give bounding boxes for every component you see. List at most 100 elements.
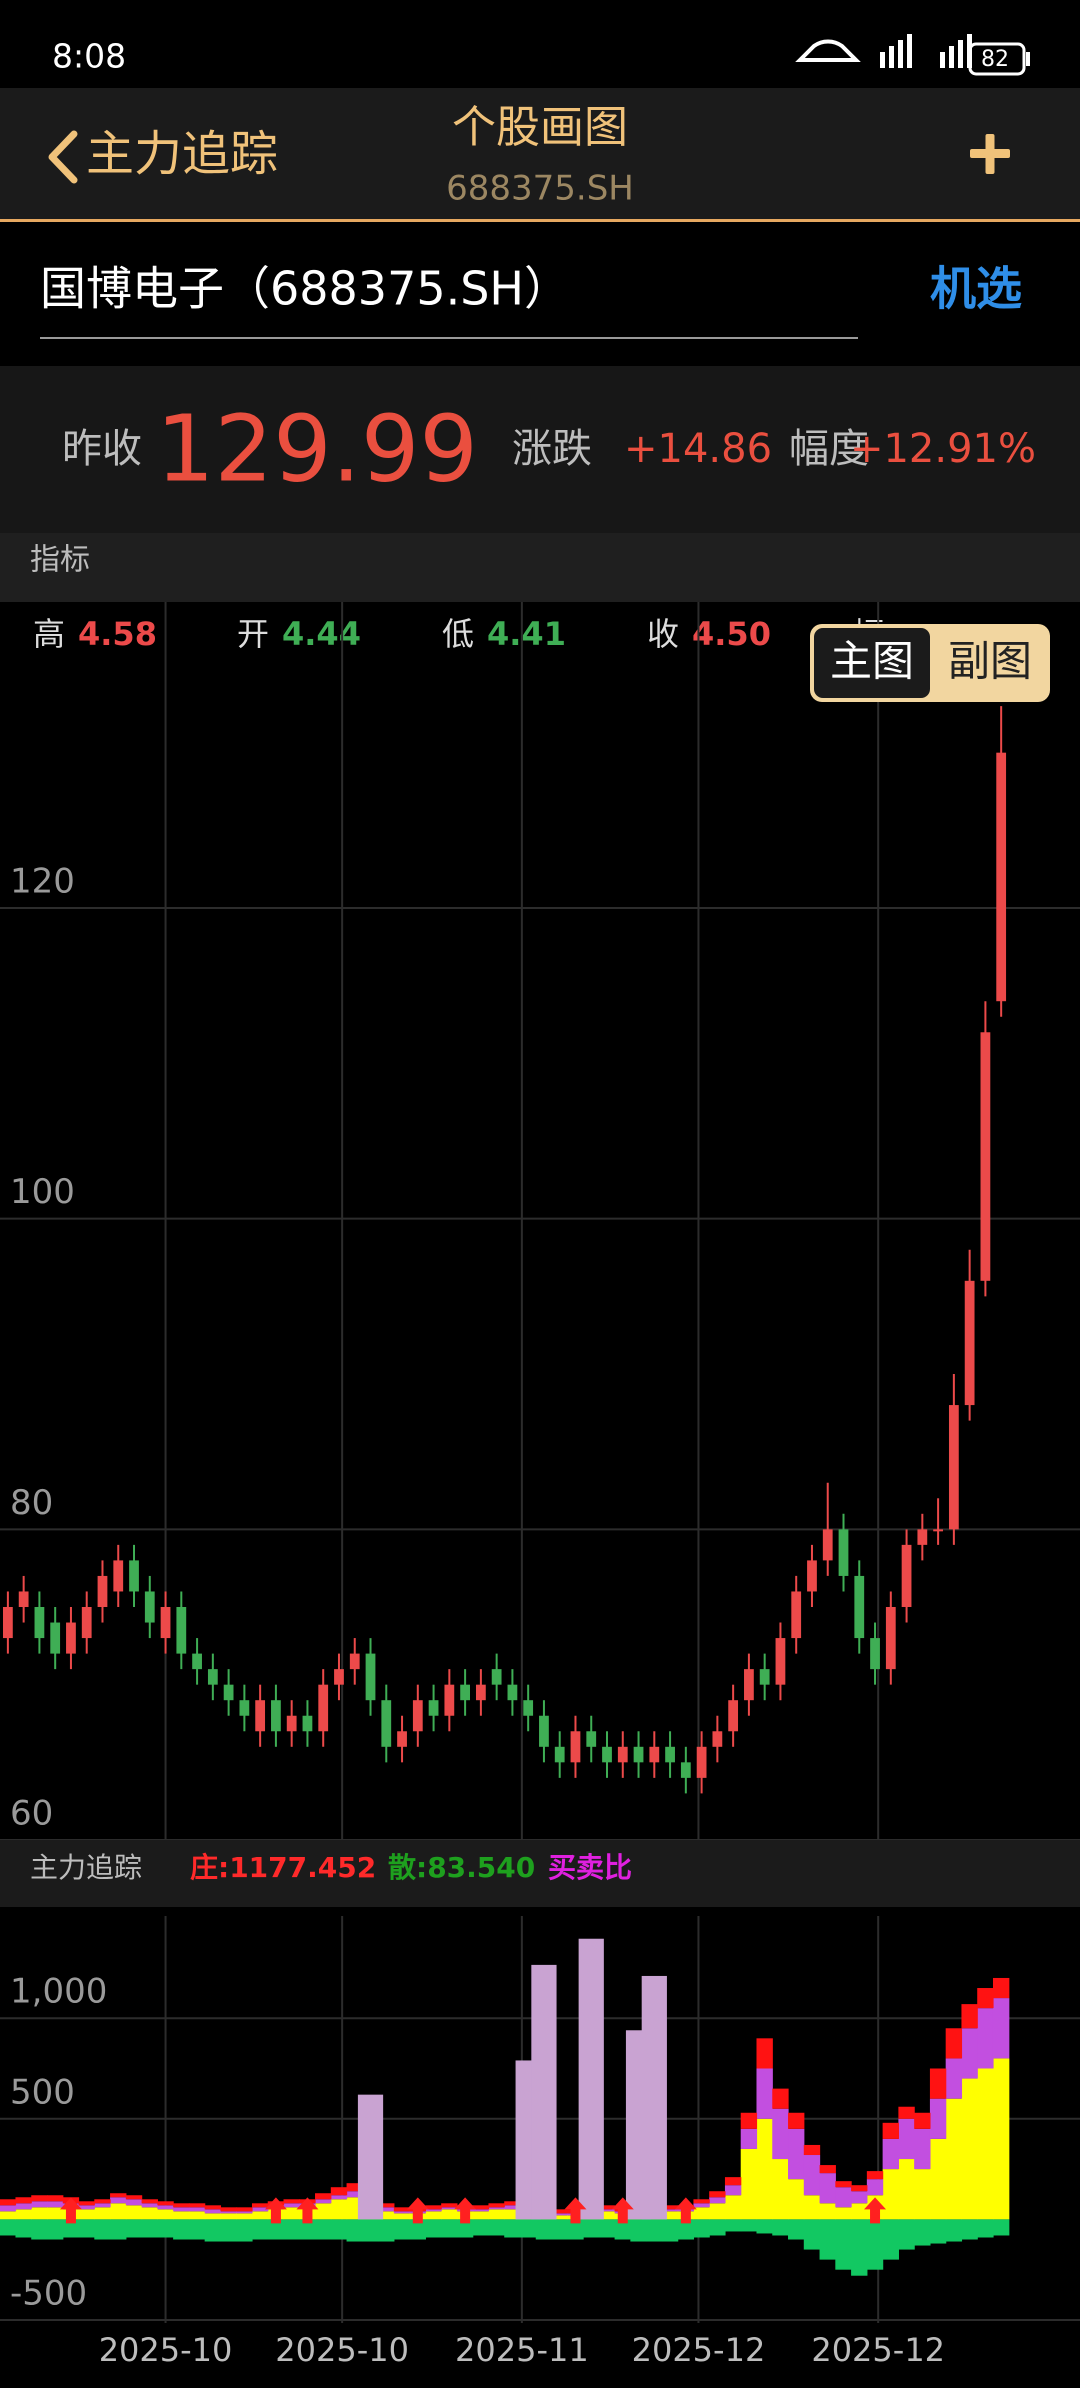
stacked-segment — [898, 2118, 915, 2160]
candle-body — [870, 1638, 880, 1670]
stacked-segment — [851, 2203, 868, 2220]
stacked-segment — [661, 2211, 679, 2220]
candle-body — [81, 1607, 92, 1639]
candle-body — [680, 1762, 691, 1778]
toggle-main-bg[interactable] — [814, 628, 930, 698]
stacked-segment — [756, 2068, 773, 2119]
candle-body — [113, 1560, 124, 1592]
stacked-segment — [378, 2207, 395, 2212]
candle-body — [617, 1746, 628, 1763]
back-button[interactable]: 主力追踪 — [48, 126, 278, 184]
stacked-segment — [977, 2068, 994, 2220]
bar — [914, 2219, 931, 2246]
stacked-segment — [929, 2068, 947, 2099]
stacked-segment — [283, 2203, 300, 2208]
candle-body — [365, 1653, 376, 1701]
stacked-segment — [0, 2211, 17, 2220]
bar — [236, 2219, 253, 2242]
bar — [409, 2219, 426, 2240]
candle-body — [980, 1032, 991, 1281]
stock-input[interactable]: 国博电子（688375.SH） — [40, 262, 570, 316]
candle-body — [160, 1607, 171, 1639]
stacked-segment — [788, 2179, 805, 2220]
random-pick-button[interactable]: 机选 — [930, 262, 1022, 316]
bar — [78, 2219, 95, 2238]
bar — [693, 2219, 710, 2238]
stacked-segment — [110, 2197, 127, 2204]
stacked-segment — [157, 2201, 174, 2206]
bar — [641, 1975, 667, 2220]
bar — [173, 2219, 190, 2240]
stacked-segment — [236, 2207, 253, 2212]
candle-body — [712, 1731, 723, 1747]
candle-body — [901, 1544, 912, 1608]
candle-body — [50, 1622, 61, 1654]
stacked-segment — [819, 2165, 836, 2174]
header-subtitle: 688375.SH — [446, 169, 634, 209]
candle-body — [239, 1700, 250, 1716]
bar — [835, 2219, 852, 2270]
close-value: 4.50 — [692, 615, 771, 653]
stacked-segment — [945, 2098, 963, 2220]
chart-toggle: 主图 副图 — [810, 624, 1050, 702]
stacked-segment — [46, 2195, 64, 2202]
candle-body — [349, 1653, 360, 1670]
low-label: 低 — [442, 615, 474, 653]
stacked-segment — [788, 2128, 805, 2180]
stacked-segment — [914, 2169, 931, 2220]
stacked-segment — [772, 2088, 789, 2109]
bar — [898, 2219, 915, 2250]
bar — [299, 2219, 316, 2240]
section-bar — [0, 533, 1080, 602]
x-tick-label: 2025-12 — [811, 2331, 945, 2369]
candle-body — [428, 1700, 439, 1716]
bar — [188, 2219, 206, 2240]
stacked-segment — [788, 2112, 805, 2129]
y-tick-label: 1,000 — [10, 1972, 107, 2012]
stacked-segment — [110, 2193, 127, 2198]
stacked-segment — [992, 1977, 1010, 1999]
bar — [15, 2219, 32, 2238]
stacked-segment — [504, 2205, 521, 2210]
stacked-segment — [882, 2138, 899, 2170]
y-tick-label: 80 — [10, 1483, 53, 1523]
stacked-segment — [15, 2209, 32, 2220]
battery-level: 82 — [981, 47, 1009, 72]
stacked-segment — [31, 2201, 48, 2208]
stacked-segment — [78, 2201, 95, 2206]
candle-body — [602, 1746, 612, 1763]
candle-body — [728, 1700, 739, 1732]
add-button[interactable] — [970, 134, 1010, 174]
stacked-segment — [220, 2213, 237, 2220]
bar — [724, 2219, 742, 2232]
candle-body — [286, 1715, 297, 1732]
candle-body — [491, 1669, 502, 1685]
stacked-segment — [756, 2118, 773, 2220]
toggle-main[interactable]: 主图 — [830, 637, 914, 686]
stacked-segment — [157, 2205, 174, 2210]
stacked-segment — [393, 2211, 411, 2214]
candle-body — [34, 1607, 45, 1639]
toggle-sub[interactable]: 副图 — [948, 637, 1032, 686]
candle-body — [633, 1746, 644, 1763]
bar — [535, 2219, 553, 2240]
bar — [803, 2219, 821, 2250]
bar — [110, 2219, 127, 2240]
legend-item: 散:83.540 — [388, 1851, 535, 1884]
bar — [851, 2219, 868, 2276]
stacked-segment — [15, 2203, 32, 2210]
stacked-segment — [472, 2205, 490, 2210]
stacked-segment — [945, 2028, 963, 2059]
input-underline — [40, 337, 858, 339]
stacked-segment — [724, 2177, 742, 2186]
close-label: 收 — [647, 615, 679, 653]
bar — [157, 2219, 174, 2238]
open-value: 4.44 — [282, 615, 361, 653]
bar — [788, 2219, 805, 2240]
bar — [756, 2219, 773, 2234]
y-tick-label: 60 — [10, 1794, 53, 1834]
candle-body — [791, 1591, 802, 1639]
x-tick-label: 2025-10 — [275, 2331, 409, 2369]
